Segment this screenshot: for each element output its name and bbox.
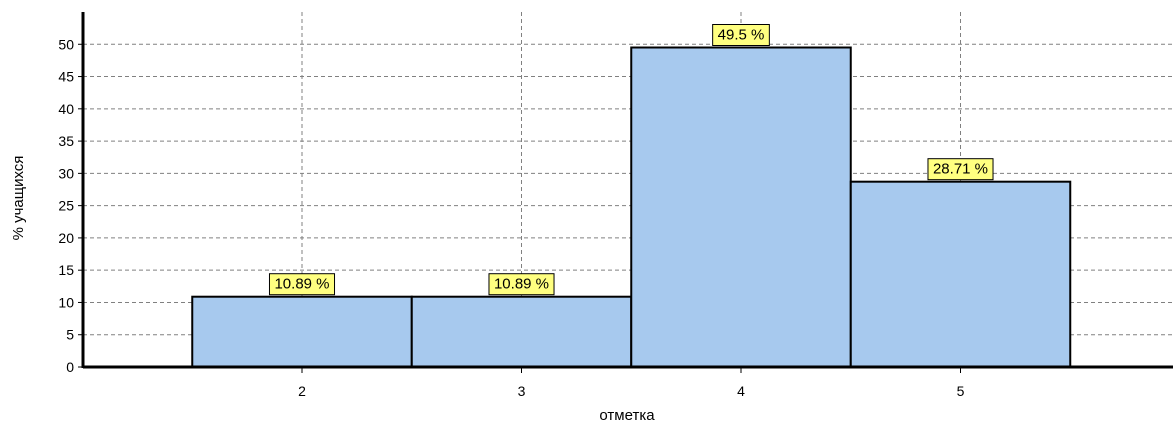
bar [191,295,413,368]
y-tick-label: 30 [58,165,74,181]
y-tick-label: 15 [58,262,74,278]
y-tick-label: 10 [58,294,74,310]
y-tick-label: 45 [58,69,74,85]
y-tick-label: 40 [58,101,74,117]
y-tick-label: 20 [58,230,74,246]
y-axis-title: % учащихся [10,156,27,241]
data-label: 49.5 % [718,27,765,44]
x-axis-title: отметка [599,407,655,424]
y-tick-label: 35 [58,133,74,149]
y-tick-label: 25 [58,198,74,214]
data-label: 10.89 % [274,276,329,293]
y-tick-label: 0 [66,359,74,375]
y-tick-label: 50 [58,36,74,52]
data-label-box [268,273,336,296]
data-label-box [712,24,770,46]
y-tick-label: 5 [66,327,74,343]
x-tick-label: 2 [298,383,306,399]
x-tick-label: 4 [737,383,745,399]
bar [410,295,633,368]
data-label-box [927,158,994,181]
x-tick-label: 5 [957,383,965,399]
data-label: 10.89 % [494,276,549,293]
bar [630,46,852,368]
bar [849,180,1072,368]
data-label: 28.71 % [933,161,988,178]
data-label-box [488,273,555,296]
x-tick-label: 3 [518,383,526,399]
bars-layer [191,46,1072,368]
data-labels-layer: 10.89 % 10.89 % 49.5 % 28.71 % [268,24,994,296]
